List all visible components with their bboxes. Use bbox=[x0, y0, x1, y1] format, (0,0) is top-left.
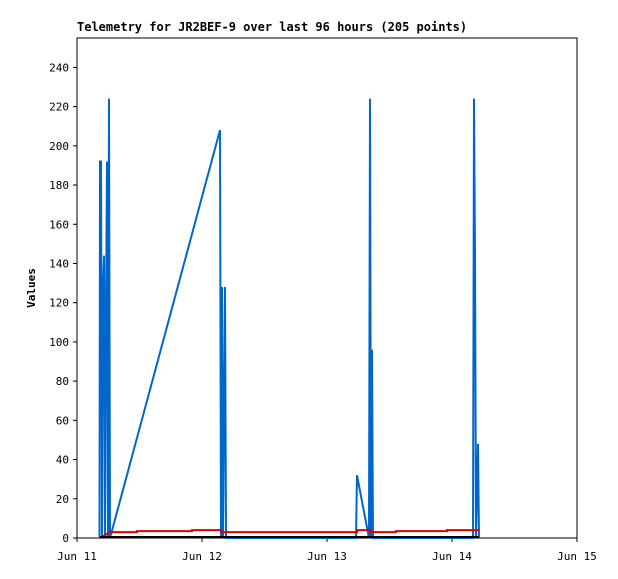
x-tick-label: Jun 15 bbox=[557, 550, 597, 563]
chart-title: Telemetry for JR2BEF-9 over last 96 hour… bbox=[77, 20, 467, 34]
y-tick-label: 140 bbox=[49, 257, 69, 270]
series-line bbox=[98, 98, 480, 539]
y-tick-label: 80 bbox=[56, 375, 69, 388]
y-tick-label: 240 bbox=[49, 61, 69, 74]
y-tick-label: 100 bbox=[49, 336, 69, 349]
x-tick-label: Jun 13 bbox=[307, 550, 347, 563]
x-tick-label: Jun 11 bbox=[57, 550, 97, 563]
y-tick-label: 220 bbox=[49, 101, 69, 114]
y-tick-label: 40 bbox=[56, 454, 69, 467]
y-tick-label: 120 bbox=[49, 297, 69, 310]
x-tick-label: Jun 14 bbox=[432, 550, 472, 563]
y-tick-label: 180 bbox=[49, 179, 69, 192]
y-tick-label: 60 bbox=[56, 414, 69, 427]
x-tick-label: Jun 12 bbox=[182, 550, 222, 563]
y-tick-label: 160 bbox=[49, 218, 69, 231]
y-tick-label: 200 bbox=[49, 140, 69, 153]
y-axis-label: Values bbox=[25, 268, 38, 308]
y-tick-label: 0 bbox=[62, 532, 69, 545]
y-tick-label: 20 bbox=[56, 493, 69, 506]
series-line bbox=[99, 529, 479, 539]
